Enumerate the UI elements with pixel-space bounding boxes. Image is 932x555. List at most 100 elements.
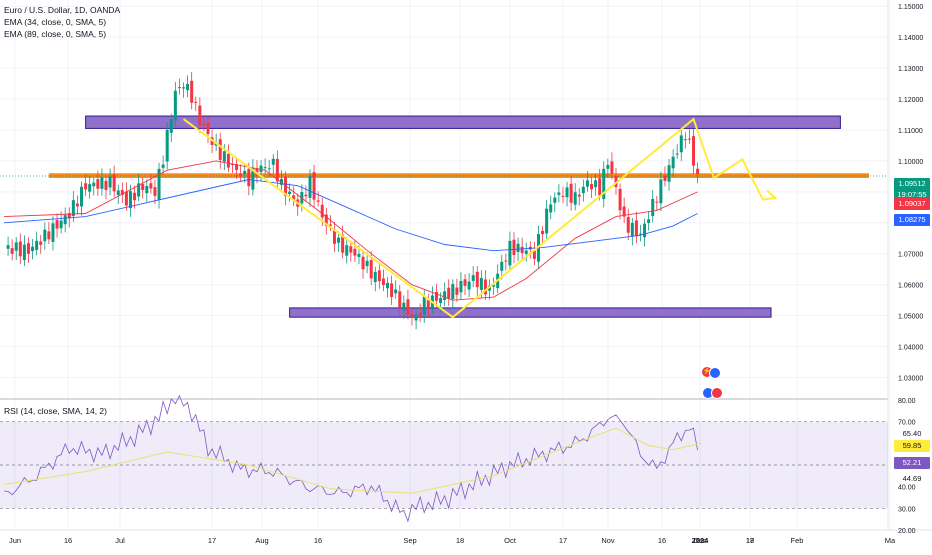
candle-body [377, 270, 381, 282]
candle-body [610, 161, 614, 174]
candle-body [406, 299, 410, 315]
candle-body [365, 260, 369, 267]
candle-body [683, 139, 687, 141]
candle-body [165, 129, 169, 162]
candle-body [467, 281, 471, 290]
candle-body [524, 250, 528, 254]
candle-body [100, 177, 104, 189]
candle-body [239, 173, 243, 177]
candle-body [312, 172, 316, 200]
price-tick-label: 1.05000 [898, 314, 923, 321]
candle-body [43, 229, 47, 242]
candle-body [451, 284, 455, 300]
price-tick-label: 1.07000 [898, 252, 923, 259]
candle-body [133, 192, 137, 201]
candle-body [569, 183, 573, 203]
event-flash-icon[interactable]: ⚡ [702, 367, 712, 377]
candle-body [696, 168, 700, 175]
candle-body [659, 179, 663, 204]
candle-body [561, 195, 565, 197]
time-tick-label: 16 [64, 536, 72, 545]
candle-body [439, 297, 443, 304]
rsi-line [3, 394, 698, 523]
time-tick-label: 18 [456, 536, 464, 545]
rsi-yellow-badge: 59.85 [894, 440, 930, 452]
candle-body [63, 215, 67, 225]
candle-body [263, 167, 267, 169]
candle-body [667, 165, 671, 182]
candle-body [504, 260, 508, 262]
time-tick-label: Jun [9, 536, 21, 545]
candle-body [194, 101, 198, 103]
candle-body [520, 246, 524, 253]
candle-body [47, 231, 51, 240]
candle-body [630, 222, 634, 237]
candle-body [475, 271, 479, 288]
candle-body [51, 223, 55, 242]
candle-body [177, 87, 181, 89]
event-dot-icon[interactable] [709, 367, 721, 379]
candle-body [679, 135, 683, 153]
candle-body [6, 245, 10, 249]
time-tick-label: 16 [658, 536, 666, 545]
zone-mid-level [48, 173, 869, 178]
candle-body [198, 105, 202, 126]
candle-body [75, 203, 79, 207]
candle-body [443, 291, 447, 300]
candle-body [22, 244, 26, 261]
rsi-legend: RSI (14, close, SMA, 14, 2) [4, 406, 107, 416]
candle-body [573, 192, 577, 205]
candle-body [31, 246, 35, 252]
candle-body [602, 168, 606, 200]
candle-body [120, 190, 124, 195]
candle-body [585, 180, 589, 187]
candle-body [84, 183, 88, 190]
price-tick-label: 1.14000 [898, 35, 923, 42]
price-tick-label: 1.06000 [898, 283, 923, 290]
candle-body [251, 168, 255, 190]
candle-body [381, 278, 385, 285]
rsi-tick-label: 40.00 [898, 485, 916, 492]
candle-body [463, 279, 467, 286]
ema89-line [3, 179, 698, 252]
candle-body [104, 180, 108, 190]
candle-body [202, 124, 206, 126]
candle-body [643, 223, 647, 238]
candle-body [275, 159, 279, 182]
candle-body [243, 170, 247, 175]
candle-body [386, 282, 390, 289]
candle-body [304, 194, 308, 197]
symbol-title: Euro / U.S. Dollar, 1D, OANDA [4, 5, 121, 15]
candle-body [434, 291, 438, 301]
candle-body [373, 271, 377, 283]
candle-body [14, 242, 18, 251]
time-tick-label: 17 [746, 536, 754, 545]
candle-body [341, 234, 345, 253]
candle-body [80, 186, 84, 207]
candle-body [157, 168, 161, 200]
rsi-ma-line [3, 427, 702, 494]
projection-zigzag [182, 117, 778, 319]
candle-body [271, 158, 275, 165]
candle-body [422, 296, 426, 315]
time-tick-label: Oct [504, 536, 517, 545]
candle-body [508, 240, 512, 266]
time-tick-label: Jul [115, 536, 125, 545]
candle-body [394, 289, 398, 294]
candle-body [92, 182, 96, 187]
candle-body [235, 164, 239, 170]
candle-body [255, 168, 259, 176]
candle-body [345, 245, 349, 256]
candle-body [606, 164, 610, 169]
price-tick-label: 1.12000 [898, 97, 923, 104]
flag-us-icon[interactable] [711, 387, 723, 399]
candle-body [96, 179, 100, 189]
candle-body [206, 122, 210, 135]
candle-body [337, 237, 341, 243]
candle-body [647, 219, 651, 224]
candle-body [634, 220, 638, 237]
candle-body [173, 90, 177, 121]
